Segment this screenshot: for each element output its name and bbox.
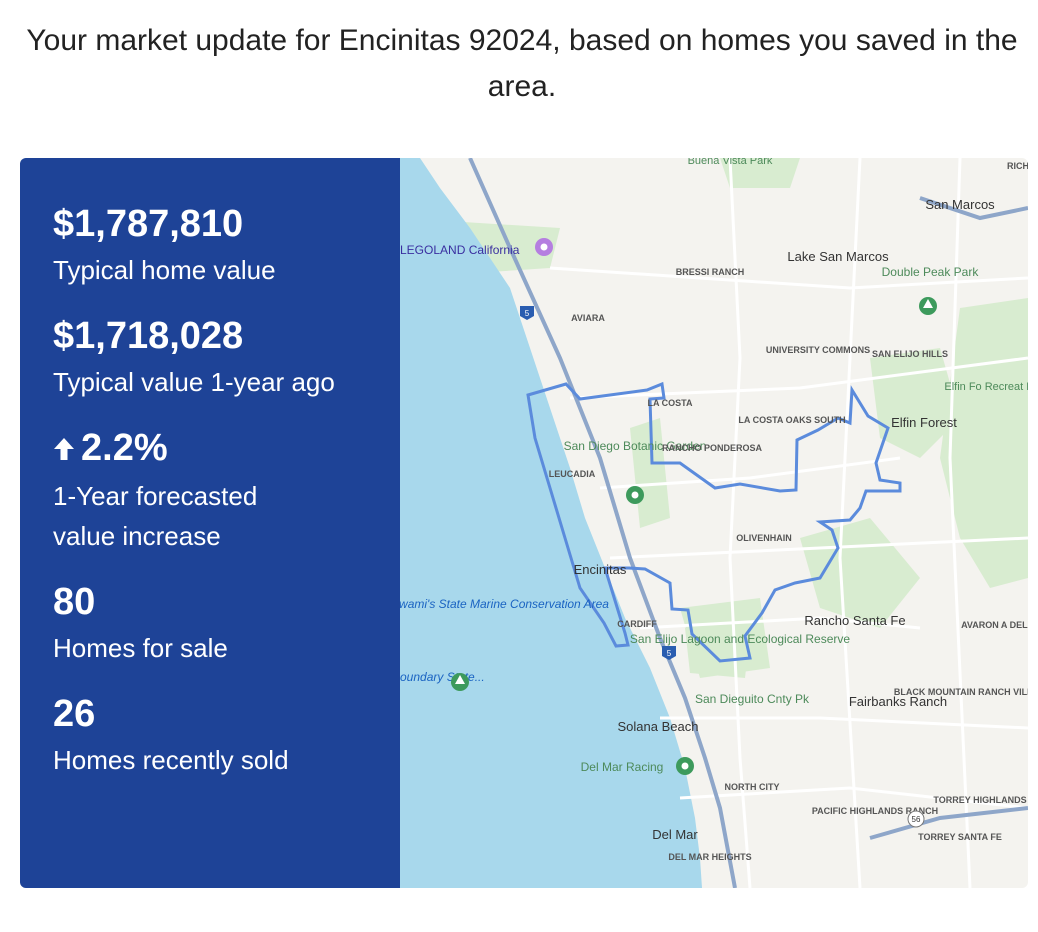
stat-forecast: 2.2% 1-Year forecasted value increase: [53, 422, 400, 556]
route-5-label-south: 5: [667, 649, 672, 658]
label-boundary: oundary State...: [400, 670, 485, 684]
label-elfin-forest: Elfin Forest: [891, 415, 957, 430]
typical-home-value-label: Typical home value: [53, 255, 276, 285]
route-shield-56: 56: [907, 810, 925, 828]
label-del-mar: Del Mar: [652, 827, 698, 842]
label-encinitas: Encinitas: [574, 562, 627, 577]
route-56-label: 56: [912, 815, 921, 824]
label-rancho-santa-fe: Rancho Santa Fe: [804, 613, 905, 628]
market-summary-card: $1,787,810 Typical home value $1,718,028…: [20, 158, 1028, 888]
freeways: [468, 158, 1028, 888]
racetrack-marker[interactable]: [676, 757, 694, 775]
route-shield-5: 5: [520, 306, 534, 320]
homes-sold-label: Homes recently sold: [53, 744, 289, 775]
forecast-label: 1-Year forecasted value increase: [53, 480, 258, 551]
park-marker-boundary[interactable]: [451, 673, 469, 691]
typical-value-year-ago: $1,718,028: [53, 315, 244, 357]
minor-roads: [549, 158, 1028, 888]
park-labels: Buena Vista Park Double Peak Park Elfin …: [564, 158, 1028, 774]
label-rancho-ponderosa: RANCHO PONDEROSA: [662, 443, 763, 453]
typical-value-year-ago-label: Typical value 1-year ago: [53, 367, 335, 397]
encinitas-boundary: [526, 381, 902, 663]
stat-homes-sold: 26 Homes recently sold: [53, 688, 400, 780]
label-aviara: AVIARA: [571, 313, 605, 323]
label-north-city: NORTH CITY: [725, 782, 780, 792]
label-solana-beach: Solana Beach: [618, 719, 699, 734]
stat-typical-value-year-ago: $1,718,028 Typical value 1-year ago: [53, 310, 400, 402]
forecast-value: 2.2%: [81, 427, 168, 469]
label-botanic: San Diego Botanic Garden: [564, 439, 707, 453]
label-legoland: LEGOLAND California: [400, 243, 520, 257]
label-la-costa-oaks: LA COSTA OAKS SOUTH: [738, 415, 845, 425]
stat-homes-for-sale: 80 Homes for sale: [53, 576, 400, 668]
label-pacific-highlands: PACIFIC HIGHLANDS RANCH: [812, 806, 938, 816]
city-labels: San Marcos Lake San Marcos Elfin Forest …: [574, 197, 996, 842]
label-leucadia: LEUCADIA: [549, 469, 596, 479]
label-fairbanks: Fairbanks Ranch: [849, 694, 947, 709]
neighborhood-labels: BRESSI RANCH AVIARA UNIVERSITY COMMONS S…: [549, 161, 1028, 862]
label-olivenhain: OLIVENHAIN: [736, 533, 792, 543]
map-svg: Buena Vista Park Double Peak Park Elfin …: [400, 158, 1028, 888]
label-del-mar-racing: Del Mar Racing: [581, 760, 664, 774]
homes-for-sale-count: 80: [53, 580, 96, 623]
up-arrow-icon: [53, 424, 75, 476]
label-cardiff: CARDIFF: [617, 619, 657, 629]
area-map[interactable]: Buena Vista Park Double Peak Park Elfin …: [400, 158, 1028, 888]
market-update-intro: Your market update for Encinitas 92024, …: [26, 24, 1018, 103]
label-torrey-highlands: TORREY HIGHLANDS: [933, 795, 1026, 805]
ocean: [400, 158, 702, 888]
label-san-marcos: San Marcos: [925, 197, 995, 212]
homes-for-sale-label: Homes for sale: [53, 632, 228, 663]
label-lake-san-marcos: Lake San Marcos: [787, 249, 889, 264]
label-bressi: BRESSI RANCH: [676, 267, 745, 277]
label-rich: RICH: [1007, 161, 1028, 171]
label-la-costa: LA COSTA: [648, 398, 693, 408]
label-swamis: Swami's State Marine Conservation Area: [400, 597, 609, 611]
label-avaron: AVARON A DEL SUR: [961, 620, 1028, 630]
label-buena-vista: Buena Vista Park: [688, 158, 773, 167]
poi-labels: LEGOLAND California: [400, 243, 520, 257]
route-5-label: 5: [525, 309, 530, 318]
typical-home-value: $1,787,810: [53, 203, 244, 245]
legoland-marker[interactable]: [535, 238, 553, 256]
label-torrey-santa-fe: TORREY SANTA FE: [918, 832, 1002, 842]
stats-panel: $1,787,810 Typical home value $1,718,028…: [20, 158, 400, 888]
garden-marker-botanic[interactable]: [626, 486, 644, 504]
stat-typical-home-value: $1,787,810 Typical home value: [53, 198, 400, 290]
label-black-mountain: BLACK MOUNTAIN RANCH VILLAGE: [894, 687, 1028, 697]
label-san-elijo-lagoon: San Elijo Lagoon and Ecological Reserve: [630, 632, 850, 646]
park-marker-double-peak[interactable]: [919, 297, 937, 315]
label-double-peak: Double Peak Park: [882, 265, 980, 279]
label-san-elijo-hills: SAN ELIJO HILLS: [872, 349, 948, 359]
label-elfin-rec: Elfin Fo Recreat Reser: [944, 381, 1028, 393]
route-shield-5-south: 5: [662, 646, 676, 660]
homes-sold-count: 26: [53, 692, 96, 735]
forecast-value-row: 2.2%: [53, 422, 400, 476]
label-university-commons: UNIVERSITY COMMONS: [766, 345, 870, 355]
label-san-dieguito: San Dieguito Cnty Pk: [695, 692, 810, 706]
label-del-mar-heights: DEL MAR HEIGHTS: [668, 852, 751, 862]
